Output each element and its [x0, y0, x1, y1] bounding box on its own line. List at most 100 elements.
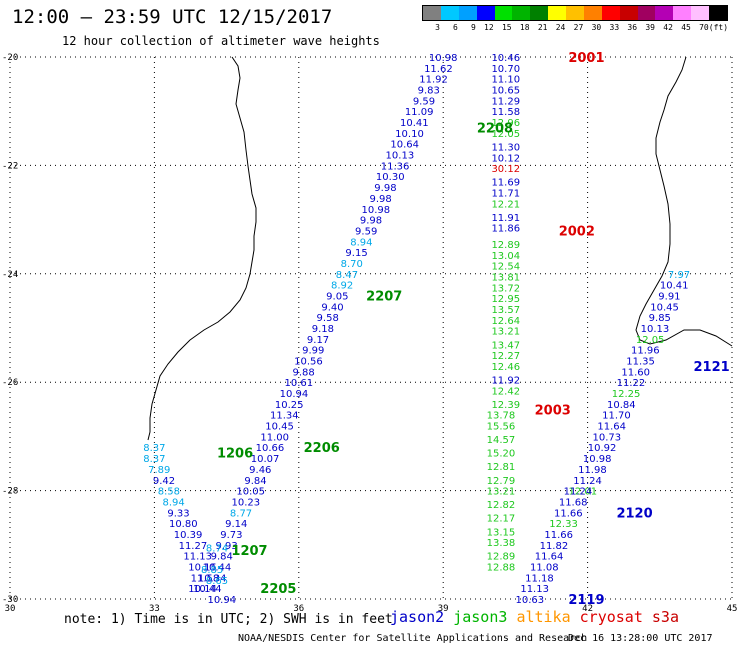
- wave-height-value: 13.81: [491, 273, 520, 284]
- track-2121: 7.9710.419.9110.459.8510.1312.0511.9611.…: [568, 270, 729, 498]
- wave-height-value: 11.09: [405, 107, 434, 118]
- wave-height-value: 9.18: [312, 324, 334, 335]
- wave-height-value: 12.39: [491, 400, 520, 411]
- track-label: 1207: [231, 544, 267, 559]
- coastline: [147, 56, 733, 441]
- wave-height-value: 12.25: [612, 389, 641, 400]
- wave-height-value: 12.95: [491, 294, 520, 305]
- scale-swatch: [530, 6, 549, 20]
- wave-height-value: 15.56: [487, 422, 516, 433]
- africa-coastline: [147, 56, 257, 441]
- satellite-legend: jason2 jason3 altika cryosat s3a: [390, 608, 679, 626]
- altimeter-tracks: 10.4610.7011.1010.6511.2911.5812.9612.05…: [143, 51, 729, 608]
- scale-label: 27: [573, 23, 584, 32]
- legend-item-jason2: jason2: [390, 608, 454, 626]
- wave-height-value: 11.22: [617, 378, 646, 389]
- wave-height-value: 8.74: [206, 544, 228, 555]
- wave-height-value: 11.98: [578, 465, 607, 476]
- wave-height-value: 11.18: [525, 573, 554, 584]
- wave-height-value: 9.85: [649, 313, 671, 324]
- wave-height-value: 11.13: [520, 584, 549, 595]
- lon-tick-label: 36: [293, 604, 304, 614]
- wave-height-value: 10.92: [588, 443, 617, 454]
- wave-height-value: 12.21: [491, 199, 520, 210]
- scale-swatch: [548, 6, 566, 20]
- wave-height-value: 11.64: [535, 552, 564, 563]
- wave-height-value: 10.61: [284, 378, 313, 389]
- wave-height-value: 13.21: [491, 327, 520, 338]
- wave-height-value: 9.84: [244, 476, 266, 487]
- wave-height-value: 10.14: [188, 584, 217, 595]
- lat-tick-label: -20: [2, 53, 18, 63]
- wave-height-value: 12.54: [491, 262, 520, 273]
- scale-label: 15: [501, 23, 512, 32]
- track-1207: 8.74 8.858.65 1207: [201, 544, 268, 588]
- track-label: 2001: [568, 51, 604, 66]
- wave-height-value: 11.60: [621, 367, 650, 378]
- track-label: 2206: [304, 441, 340, 456]
- track-2001: 10.4610.7011.1010.6511.2911.5812.9612.05…: [491, 51, 604, 210]
- wave-height-value: 9.73: [220, 530, 242, 541]
- wave-height-value: 12.79: [487, 476, 516, 487]
- wave-height-value: 10.94: [280, 389, 309, 400]
- track-label: 2205: [260, 582, 296, 597]
- wave-height-value: 8.37: [143, 454, 165, 465]
- lon-tick-label: 30: [5, 604, 16, 614]
- wave-height-value: 10.63: [516, 595, 545, 606]
- wave-height-value: 11.30: [491, 142, 520, 153]
- wave-height-value: 11.96: [631, 346, 660, 357]
- scale-label: 45: [681, 23, 691, 32]
- wave-height-value: 8.94: [163, 497, 185, 508]
- wave-height-value: 10.13: [386, 151, 415, 162]
- wave-height-value: 8.37: [143, 443, 165, 454]
- scale-label: 9: [470, 23, 476, 32]
- track-2119: 10.63 2119: [516, 593, 605, 608]
- wave-height-value: 9.98: [369, 194, 391, 205]
- wave-height-value: 9.15: [345, 248, 367, 259]
- wave-height-value: 11.10: [491, 75, 520, 86]
- track-label: 2207: [366, 289, 402, 304]
- wave-height-value: 10.65: [491, 86, 520, 97]
- scale-label: 36: [627, 23, 638, 32]
- scale-swatch: [619, 6, 638, 20]
- scale-swatch: [476, 6, 495, 20]
- wave-height-value: 8.70: [341, 259, 363, 270]
- wave-height-value: 9.58: [317, 313, 339, 324]
- wave-height-value: 10.45: [650, 302, 679, 313]
- wave-height-value: 10.66: [256, 443, 285, 454]
- wave-height-value: 9.40: [321, 302, 343, 313]
- scale-swatch: [709, 6, 727, 20]
- legend-item-s3a: s3a: [651, 608, 679, 626]
- wave-height-value: 10.80: [169, 519, 198, 530]
- wave-height-value: 11.24: [564, 487, 593, 498]
- wave-height-value: 13.15: [487, 527, 516, 538]
- wave-height-value: 8.65: [206, 576, 228, 587]
- track-label: 2208: [477, 121, 513, 136]
- wave-height-value: 9.88: [292, 367, 314, 378]
- lat-tick-label: -26: [2, 378, 18, 388]
- lon-tick-label: 39: [438, 604, 449, 614]
- wave-height-value: 10.84: [607, 400, 636, 411]
- map-grid: 30 33 36 39 42 45 -20 -22 -24 -26 -28 -30: [2, 53, 737, 614]
- wave-height-value: 9.93: [215, 541, 237, 552]
- wave-height-value: 8.58: [158, 487, 180, 498]
- scale-label: 21: [537, 23, 548, 32]
- wave-height-value: 11.82: [540, 541, 569, 552]
- wave-height-value: 9.99: [302, 346, 324, 357]
- wave-height-value: 9.84: [211, 552, 233, 563]
- wave-height-value: 7.89: [148, 465, 170, 476]
- track-2207: 9.059.409.589.189.179.9910.569.8810.6110…: [256, 289, 403, 454]
- wave-height-value: 10.30: [376, 172, 405, 183]
- scale-swatch: [637, 6, 656, 20]
- scale-label: 39: [645, 23, 655, 32]
- lon-tick-label: 45: [727, 604, 738, 614]
- scale-label: 6: [453, 23, 458, 32]
- wave-height-value: 12.27: [491, 351, 520, 362]
- track-label: 2002: [559, 224, 595, 239]
- wave-height-value: 11.34: [270, 411, 299, 422]
- wave-height-value: 10.07: [251, 454, 280, 465]
- lat-tick-label: -22: [2, 161, 18, 171]
- wave-height-value: 11.35: [626, 357, 655, 368]
